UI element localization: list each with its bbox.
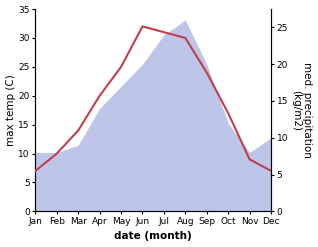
X-axis label: date (month): date (month) [114,231,192,242]
Y-axis label: med. precipitation
(kg/m2): med. precipitation (kg/m2) [291,62,313,158]
Y-axis label: max temp (C): max temp (C) [5,74,16,146]
